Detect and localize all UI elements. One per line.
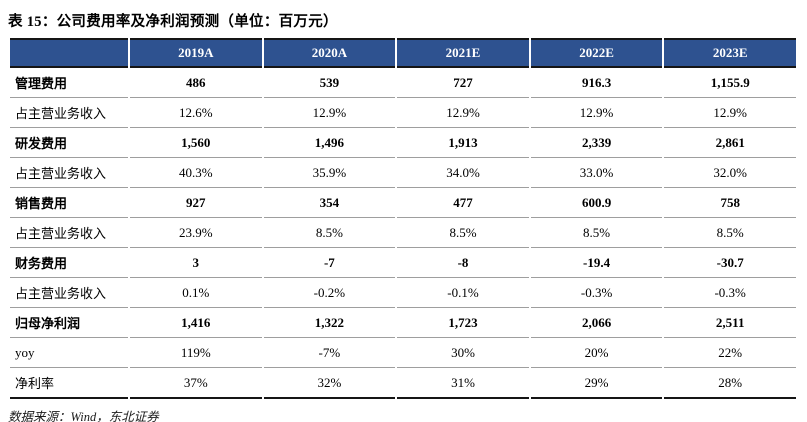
table-title: 表 15：公司费用率及净利润预测（单位：百万元） [8, 14, 338, 30]
value-cell: 8.5% [397, 218, 529, 248]
value-cell: -0.2% [263, 278, 396, 308]
table-row: 占主营业务收入 23.9% 8.5% 8.5% 8.5% 8.5% [10, 218, 796, 248]
table-header-row: 2019A 2020A 2021E 2022E 2023E [10, 38, 796, 68]
row-label: 归母净利润 [10, 308, 128, 338]
value-cell: 3 [130, 248, 262, 278]
table-row: 研发费用 1,560 1,496 1,913 2,339 2,861 [10, 128, 796, 158]
data-source-note: 数据来源：Wind，东北证券 [8, 410, 159, 422]
value-cell: 1,416 [130, 308, 262, 338]
value-cell: 35.9% [263, 158, 396, 188]
row-label: 财务费用 [10, 248, 128, 278]
value-cell: 29% [530, 368, 663, 399]
value-cell: 2,339 [530, 128, 663, 158]
value-cell: 758 [664, 188, 796, 218]
value-cell: 12.9% [263, 98, 396, 128]
value-cell: -19.4 [530, 248, 663, 278]
value-cell: 12.9% [397, 98, 529, 128]
value-cell: 12.9% [530, 98, 663, 128]
value-cell: 927 [130, 188, 262, 218]
forecast-table: 2019A 2020A 2021E 2022E 2023E 管理费用 486 5… [8, 38, 798, 399]
value-cell: -30.7 [664, 248, 796, 278]
value-cell: 8.5% [530, 218, 663, 248]
value-cell: 1,723 [397, 308, 529, 338]
header-cell-2023e: 2023E [664, 38, 796, 68]
table-row: 净利率 37% 32% 31% 29% 28% [10, 368, 796, 399]
value-cell: 119% [130, 338, 262, 368]
header-cell-2022e: 2022E [530, 38, 663, 68]
value-cell: 12.6% [130, 98, 262, 128]
value-cell: -0.3% [530, 278, 663, 308]
row-label: 占主营业务收入 [10, 158, 128, 188]
value-cell: 20% [530, 338, 663, 368]
value-cell: 22% [664, 338, 796, 368]
row-label: 管理费用 [10, 68, 128, 98]
value-cell: 37% [130, 368, 262, 399]
value-cell: 8.5% [263, 218, 396, 248]
table-row: 销售费用 927 354 477 600.9 758 [10, 188, 796, 218]
value-cell: 31% [397, 368, 529, 399]
value-cell: 32.0% [664, 158, 796, 188]
value-cell: 1,913 [397, 128, 529, 158]
table-row: 管理费用 486 539 727 916.3 1,155.9 [10, 68, 796, 98]
value-cell: 354 [263, 188, 396, 218]
row-label: yoy [10, 338, 128, 368]
value-cell: 727 [397, 68, 529, 98]
value-cell: 30% [397, 338, 529, 368]
value-cell: 2,511 [664, 308, 796, 338]
table-row: 财务费用 3 -7 -8 -19.4 -30.7 [10, 248, 796, 278]
table-row: 占主营业务收入 40.3% 35.9% 34.0% 33.0% 32.0% [10, 158, 796, 188]
header-cell-2021e: 2021E [397, 38, 529, 68]
value-cell: -0.3% [664, 278, 796, 308]
header-cell-2020a: 2020A [263, 38, 396, 68]
row-label: 净利率 [10, 368, 128, 399]
value-cell: 12.9% [664, 98, 796, 128]
table-row: 归母净利润 1,416 1,322 1,723 2,066 2,511 [10, 308, 796, 338]
value-cell: 1,322 [263, 308, 396, 338]
value-cell: 40.3% [130, 158, 262, 188]
value-cell: 916.3 [530, 68, 663, 98]
value-cell: 2,066 [530, 308, 663, 338]
report-table-section: 表 15：公司费用率及净利润预测（单位：百万元） 2019A 2020A 202… [0, 10, 807, 422]
value-cell: 1,560 [130, 128, 262, 158]
value-cell: 486 [130, 68, 262, 98]
header-cell-blank [10, 38, 128, 68]
header-cell-2019a: 2019A [130, 38, 262, 68]
value-cell: 539 [263, 68, 396, 98]
value-cell: 1,496 [263, 128, 396, 158]
row-label: 占主营业务收入 [10, 278, 128, 308]
value-cell: 33.0% [530, 158, 663, 188]
value-cell: 8.5% [664, 218, 796, 248]
value-cell: -7% [263, 338, 396, 368]
table-row: 占主营业务收入 0.1% -0.2% -0.1% -0.3% -0.3% [10, 278, 796, 308]
value-cell: 32% [263, 368, 396, 399]
value-cell: 28% [664, 368, 796, 399]
row-label: 占主营业务收入 [10, 98, 128, 128]
value-cell: 1,155.9 [664, 68, 796, 98]
table-row: yoy 119% -7% 30% 20% 22% [10, 338, 796, 368]
row-label: 销售费用 [10, 188, 128, 218]
value-cell: 2,861 [664, 128, 796, 158]
row-label: 研发费用 [10, 128, 128, 158]
value-cell: 34.0% [397, 158, 529, 188]
value-cell: 477 [397, 188, 529, 218]
value-cell: -8 [397, 248, 529, 278]
value-cell: -0.1% [397, 278, 529, 308]
row-label: 占主营业务收入 [10, 218, 128, 248]
value-cell: -7 [263, 248, 396, 278]
value-cell: 23.9% [130, 218, 262, 248]
value-cell: 0.1% [130, 278, 262, 308]
value-cell: 600.9 [530, 188, 663, 218]
table-row: 占主营业务收入 12.6% 12.9% 12.9% 12.9% 12.9% [10, 98, 796, 128]
